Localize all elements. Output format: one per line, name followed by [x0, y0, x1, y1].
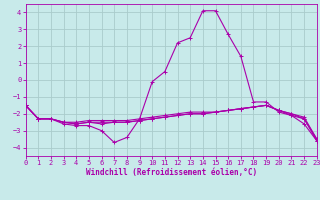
X-axis label: Windchill (Refroidissement éolien,°C): Windchill (Refroidissement éolien,°C) — [86, 168, 257, 177]
